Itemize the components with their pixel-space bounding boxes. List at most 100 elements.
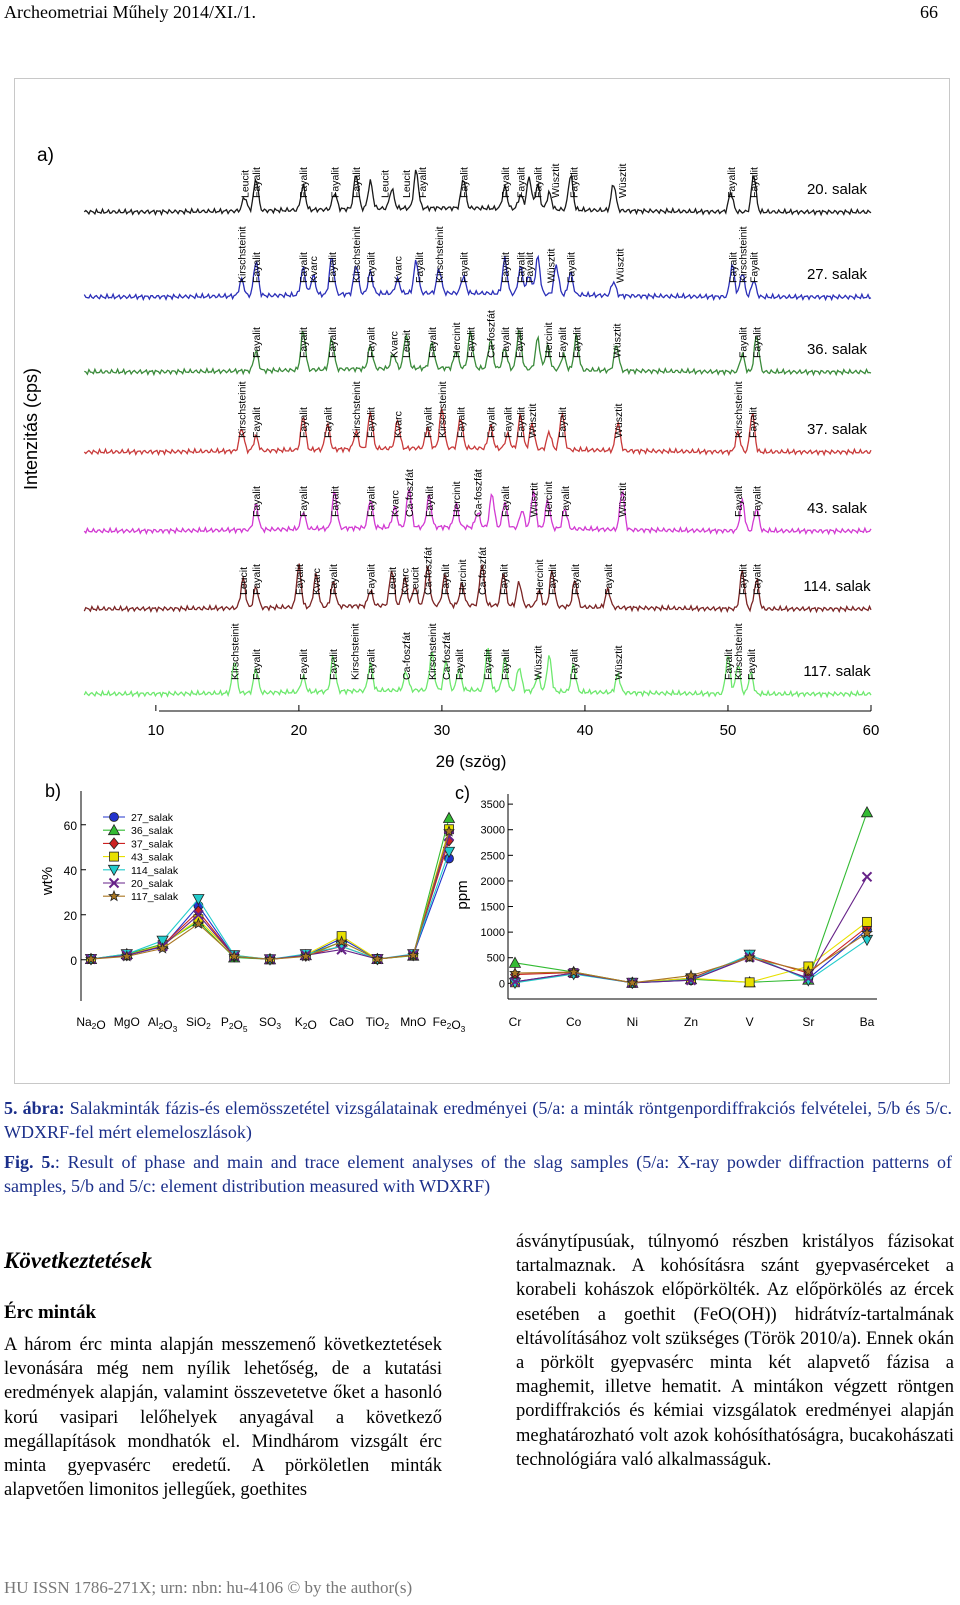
data-marker <box>264 952 276 965</box>
peak-label: Fayalit <box>749 167 761 198</box>
formula-part: O <box>163 1018 172 1032</box>
peak-label: Fayalit <box>500 486 512 517</box>
peak-label: Fayalit <box>557 407 569 438</box>
peak-label: Ca-foszfát <box>477 547 489 595</box>
figure-svg: a) Intenzitás (cps) Leucit Fayalit Fayalit Fa… <box>21 145 879 1034</box>
peak-label: Fayalit <box>747 407 759 438</box>
panel-c-ytick-label: 500 <box>487 953 505 965</box>
data-marker <box>509 976 521 987</box>
formula-part: O <box>96 1018 105 1032</box>
legend-label: 114_salak <box>131 865 179 877</box>
legend-label: 20_salak <box>131 878 174 890</box>
peak-label: Fayalit <box>733 486 745 517</box>
peak-label: Kvarc <box>390 490 402 517</box>
panel-c-category: Ni <box>627 1015 638 1029</box>
panel-b-ytick-label: 40 <box>64 864 78 878</box>
data-marker <box>567 965 580 978</box>
peak-label: Fayalit <box>571 327 583 358</box>
caption-english: Fig. 5.: Result of phase and main and tr… <box>4 1150 952 1198</box>
sample-name: 37. salak <box>807 421 868 438</box>
formula-part: 2 <box>385 1021 390 1031</box>
section-title: Következtetések <box>4 1248 153 1273</box>
data-marker <box>442 846 456 859</box>
formula-part: 3 <box>461 1024 466 1034</box>
peak-label: Fayalit <box>560 486 572 517</box>
marker-stroke <box>443 830 455 842</box>
peak-label: Fayalit <box>330 486 342 517</box>
panel-c-category: V <box>746 1015 754 1029</box>
panel-b-label: b) <box>45 781 61 801</box>
peak-label: Kvarc <box>393 411 405 438</box>
data-marker <box>228 950 241 962</box>
peak-label: Kvarc <box>393 256 405 283</box>
sample-name: 36. salak <box>807 341 868 358</box>
formula-part: CaO <box>329 1015 354 1029</box>
marker-stroke <box>336 944 347 955</box>
data-marker <box>744 977 755 988</box>
formula-part: 3 <box>173 1024 178 1034</box>
legend-entry-b: 37_salak <box>103 837 174 850</box>
peak-label: Ca-foszfát <box>404 469 416 517</box>
peak-label: Fayalit <box>514 327 526 358</box>
panel-a-xlabel: 2θ (szög) <box>436 752 507 771</box>
data-marker <box>443 825 455 837</box>
page-number: 66 <box>920 2 938 22</box>
panel-b-category: MnO <box>400 1015 426 1029</box>
peak-label: Leucit <box>387 567 399 595</box>
peak-label: Fayalit <box>330 167 342 198</box>
peak-label: Fayalit <box>456 407 468 438</box>
panel-c-line <box>514 876 868 984</box>
formula-part: 2 <box>92 1021 97 1031</box>
caption-en-text: : Result of phase and main and trace ele… <box>4 1152 952 1196</box>
peak-label: Leucit <box>380 170 392 198</box>
peak-label: Fayalit <box>737 564 749 595</box>
formula-part: O <box>451 1018 460 1032</box>
formula-part: SiO <box>186 1015 206 1029</box>
panel-b-ylabel: wt% <box>39 867 56 896</box>
data-marker <box>156 935 169 947</box>
peak-label: Fayalit <box>298 486 310 517</box>
xrd-pattern-5: Fayalit Fayalit Fayalit Fayalit Kvarc Ca-fosz… <box>83 469 872 536</box>
peak-label: Kirschsteinit <box>351 381 363 438</box>
formula-part: 5 <box>243 1024 248 1034</box>
panel-b-category: P2O5 <box>221 1015 248 1034</box>
peak-label: Hercinit <box>457 559 469 595</box>
peak-label: Fayalit <box>298 649 310 680</box>
peak-label: Fayalit <box>351 167 363 198</box>
xrd-pattern-6: Leucit Fayalit Fayalit Kvarc Fayalit Fayalit L… <box>83 547 872 614</box>
peak-label: Fayalit <box>322 407 334 438</box>
data-marker <box>107 864 121 877</box>
peak-label: Kirschsteinit <box>237 381 249 438</box>
data-marker <box>192 894 205 906</box>
data-marker <box>862 916 872 927</box>
peak-label: Hercinit <box>451 481 463 517</box>
peak-label: Fayalit <box>498 564 510 595</box>
formula-part: K <box>295 1015 303 1029</box>
legend-label: 36_salak <box>131 825 174 837</box>
formula-part: 3 <box>276 1021 281 1031</box>
panel-b-series-117_salak <box>85 825 455 965</box>
legend-label: 37_salak <box>131 838 174 850</box>
formula-part: MgO <box>114 1015 140 1029</box>
marker-stroke <box>108 877 120 889</box>
panel-c-line <box>514 812 868 984</box>
xrd-trace <box>83 647 872 699</box>
data-marker <box>371 952 384 965</box>
data-marker <box>685 969 697 981</box>
formula-part: O <box>234 1018 243 1032</box>
peak-label: Kirschsteinit <box>230 623 242 680</box>
data-marker <box>107 823 121 836</box>
data-marker <box>508 956 522 968</box>
panel-c-ylabel: ppm <box>454 880 471 909</box>
data-marker <box>443 830 455 842</box>
formula-part: Na <box>76 1015 92 1029</box>
peak-label: Leucit <box>238 567 250 595</box>
peak-label: Kirschsteinit <box>427 623 439 680</box>
peak-label: Kirschsteinit <box>237 226 249 283</box>
panel-b-category: Al2O3 <box>148 1015 178 1034</box>
peak-label: Ca-foszfát <box>486 310 498 358</box>
formula-part: 2 <box>303 1021 308 1031</box>
xrd-pattern-3: Fayalit Fayalit Fayalit Fayalit Kvarc Leucit F… <box>84 310 872 377</box>
peak-label: Fayalit <box>328 649 340 680</box>
peak-label: Fayalit <box>533 167 545 198</box>
